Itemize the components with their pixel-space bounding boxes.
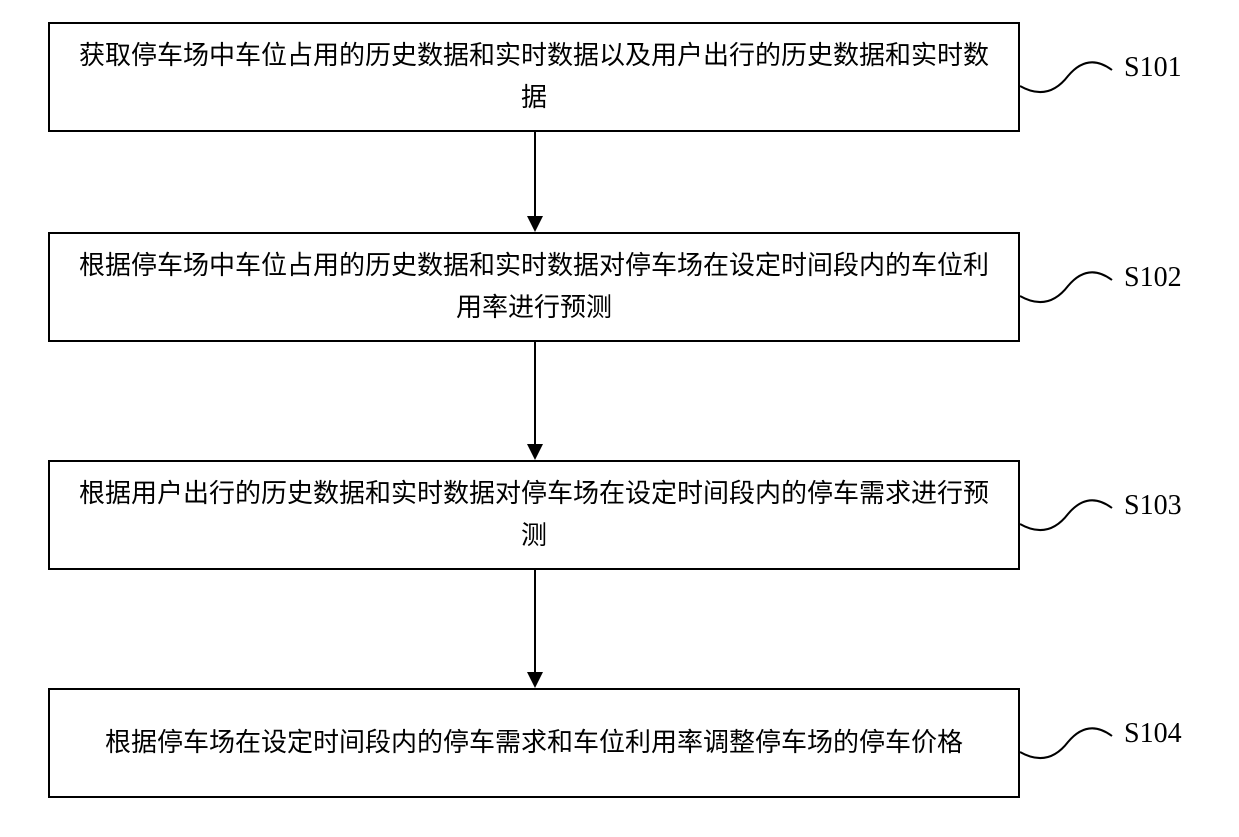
arrow-s101-s102 xyxy=(534,132,536,232)
arrow-s102-s103 xyxy=(534,342,536,460)
step-text-s103: 根据用户出行的历史数据和实时数据对停车场在设定时间段内的停车需求进行预测 xyxy=(74,473,994,556)
step-text-s101: 获取停车场中车位占用的历史数据和实时数据以及用户出行的历史数据和实时数据 xyxy=(74,35,994,118)
step-box-s104: 根据停车场在设定时间段内的停车需求和车位利用率调整停车场的停车价格 xyxy=(48,688,1020,798)
step-text-s102: 根据停车场中车位占用的历史数据和实时数据对停车场在设定时间段内的车位利用率进行预… xyxy=(74,245,994,328)
arrow-s103-s104 xyxy=(534,570,536,688)
step-text-s104: 根据停车场在设定时间段内的停车需求和车位利用率调整停车场的停车价格 xyxy=(105,722,963,764)
step-label-s101: S101 xyxy=(1124,52,1182,84)
connector-curve-s101 xyxy=(1018,48,1118,104)
connector-curve-s102 xyxy=(1018,258,1118,314)
connector-curve-s104 xyxy=(1018,714,1118,770)
step-box-s102: 根据停车场中车位占用的历史数据和实时数据对停车场在设定时间段内的车位利用率进行预… xyxy=(48,232,1020,342)
connector-curve-s103 xyxy=(1018,486,1118,542)
step-label-s102: S102 xyxy=(1124,262,1182,294)
flowchart-container: 获取停车场中车位占用的历史数据和实时数据以及用户出行的历史数据和实时数据 S10… xyxy=(0,0,1239,837)
step-label-s103: S103 xyxy=(1124,490,1182,522)
step-box-s103: 根据用户出行的历史数据和实时数据对停车场在设定时间段内的停车需求进行预测 xyxy=(48,460,1020,570)
step-box-s101: 获取停车场中车位占用的历史数据和实时数据以及用户出行的历史数据和实时数据 xyxy=(48,22,1020,132)
step-label-s104: S104 xyxy=(1124,718,1182,750)
